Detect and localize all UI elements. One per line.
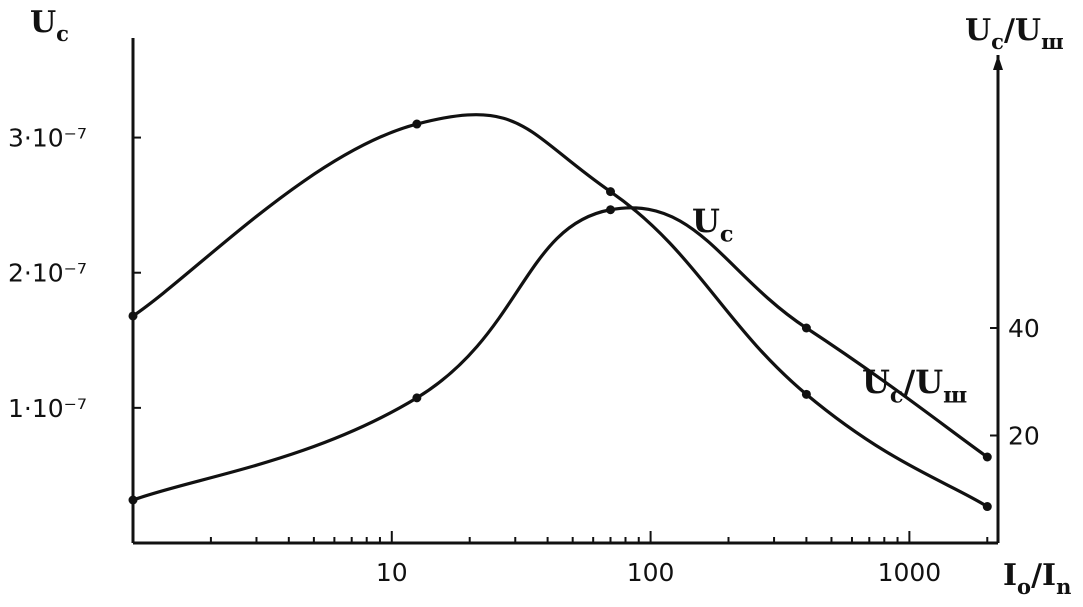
y-right-tick-label: 20 bbox=[1008, 422, 1040, 451]
curves bbox=[128, 113, 992, 512]
y-left-tick-label: 1·10⁻⁷ bbox=[8, 394, 87, 423]
y-left-tick-label: 3·10⁻⁷ bbox=[8, 124, 87, 153]
data-point bbox=[606, 205, 616, 215]
axes bbox=[131, 38, 1003, 545]
x-tick-label: 10 bbox=[376, 558, 408, 587]
series-line-1 bbox=[131, 206, 989, 502]
y-right-axis-label: Uc/Uш bbox=[965, 13, 1064, 54]
labels: Uc Uc/Uш Io/In Uc Uc/Uш bbox=[30, 5, 1071, 599]
x-tick-label: 1000 bbox=[878, 558, 942, 587]
x-axis-label: Io/In bbox=[1003, 558, 1071, 599]
y-left-axis-label: Uc bbox=[30, 5, 69, 46]
ticks: 10 100 1000 1·10⁻⁷ 2·10⁻⁷ 3·10⁻⁷ 20 40 bbox=[8, 124, 1040, 587]
data-point bbox=[412, 393, 422, 403]
series-line-0 bbox=[131, 113, 989, 509]
data-point bbox=[982, 452, 992, 462]
data-point bbox=[606, 187, 616, 197]
data-point bbox=[412, 119, 422, 129]
series-label-uc-ush: Uc/Uш bbox=[862, 363, 967, 409]
data-point bbox=[128, 495, 138, 505]
data-point bbox=[801, 323, 811, 333]
y-right-tick-label: 40 bbox=[1008, 314, 1040, 343]
series-label-uc: Uc bbox=[692, 202, 734, 248]
data-point bbox=[801, 389, 811, 399]
y-axis-right-arrow bbox=[993, 55, 1003, 70]
y-left-tick-label: 2·10⁻⁷ bbox=[8, 259, 87, 288]
data-point bbox=[128, 311, 138, 321]
data-point bbox=[982, 502, 992, 512]
x-tick-label: 100 bbox=[627, 558, 675, 587]
